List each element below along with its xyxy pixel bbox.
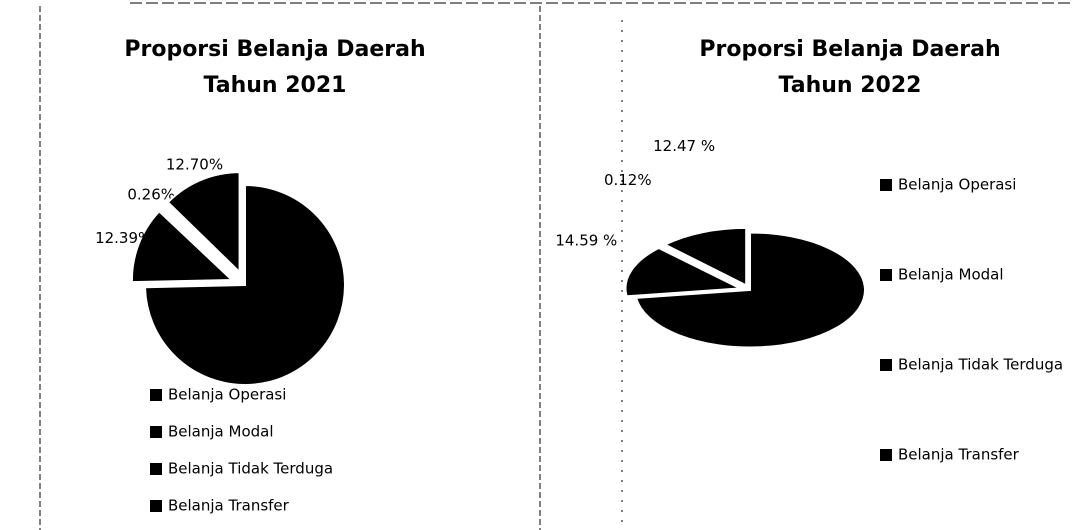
pie-slice xyxy=(658,244,744,288)
legend-swatch xyxy=(150,463,162,475)
data-label: 14.59 % xyxy=(555,231,617,249)
data-label: 0.26% xyxy=(127,186,175,204)
legend-label: Belanja Tidak Terduga xyxy=(898,356,1063,374)
legend-swatch xyxy=(880,179,892,191)
legend-swatch xyxy=(150,426,162,438)
legend-label: Belanja Modal xyxy=(168,423,274,441)
legend-label: Belanja Operasi xyxy=(898,176,1016,194)
pie-slice xyxy=(130,209,235,284)
chart-title: Tahun 2021 xyxy=(204,73,347,98)
legend-swatch xyxy=(880,359,892,371)
pie-slice xyxy=(662,226,748,287)
data-label: 0.12% xyxy=(604,171,652,189)
legend-swatch xyxy=(880,449,892,461)
data-label: 12.47 % xyxy=(653,137,715,155)
legend-swatch xyxy=(150,389,162,401)
data-label: 12.70% xyxy=(166,156,223,174)
pie-slice xyxy=(160,204,236,277)
pie-slice xyxy=(624,246,745,298)
legend-label: Belanja Transfer xyxy=(168,497,290,515)
legend-label: Belanja Transfer xyxy=(898,446,1020,464)
pie-slice xyxy=(634,231,866,349)
legend-swatch xyxy=(150,500,162,512)
legend-label: Belanja Modal xyxy=(898,266,1004,284)
chart-title: Tahun 2022 xyxy=(779,73,922,98)
legend-swatch xyxy=(880,269,892,281)
pie-slice xyxy=(166,171,241,275)
pie-slice xyxy=(143,183,346,386)
chart-title: Proporsi Belanja Daerah xyxy=(699,37,1000,62)
chart-title: Proporsi Belanja Daerah xyxy=(124,37,425,62)
legend-label: Belanja Tidak Terduga xyxy=(168,460,333,478)
legend-label: Belanja Operasi xyxy=(168,386,286,404)
data-label: 12.39% xyxy=(95,229,152,247)
